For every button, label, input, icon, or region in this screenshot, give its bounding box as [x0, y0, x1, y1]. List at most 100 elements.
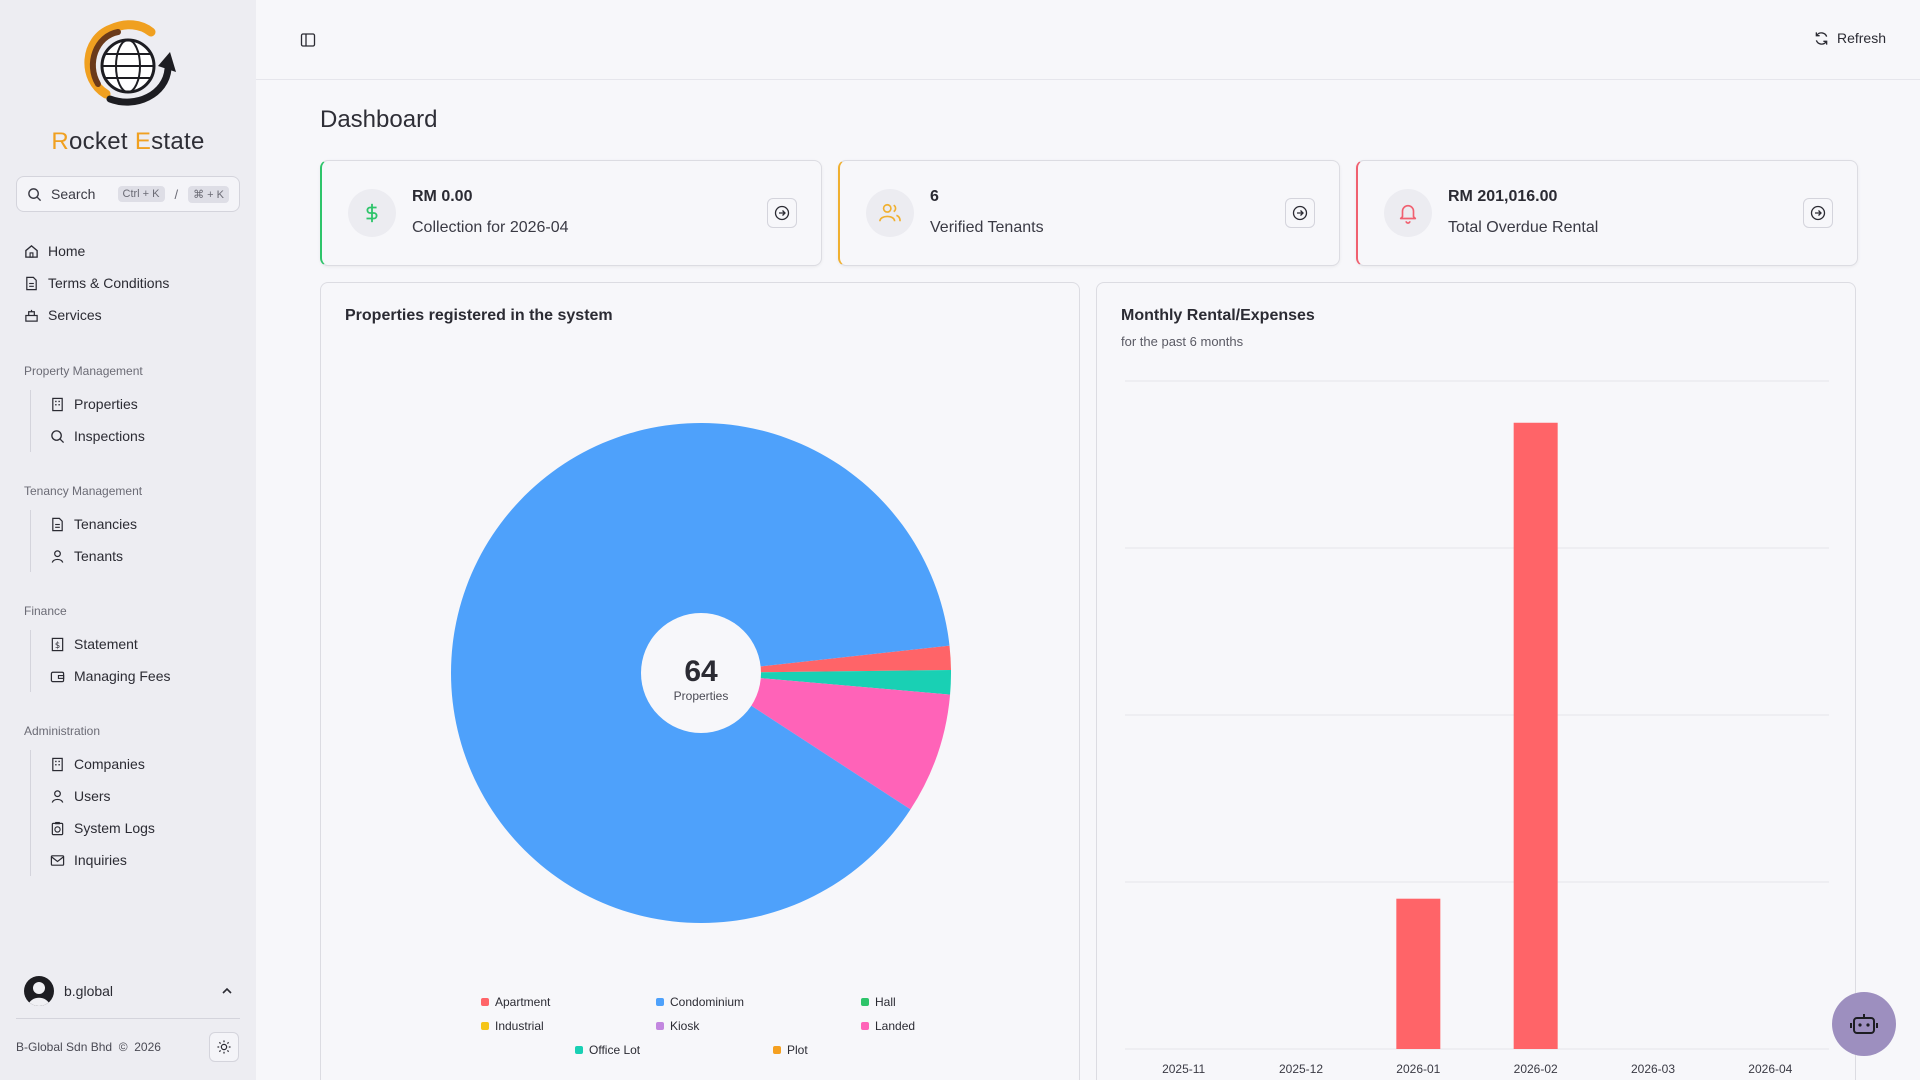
collection-open-button[interactable]: [767, 198, 797, 228]
theme-toggle-button[interactable]: [209, 1032, 239, 1062]
legend-item-landed[interactable]: Landed: [861, 1019, 915, 1033]
legend-swatch: [481, 998, 489, 1006]
refresh-label: Refresh: [1836, 30, 1886, 46]
arrow-right-circle-icon: [1810, 205, 1826, 221]
home-icon: [25, 244, 38, 258]
nav-properties[interactable]: Properties: [50, 393, 138, 415]
stat-card-overdue: RM 201,016.00 Total Overdue Rental: [1356, 160, 1858, 266]
document-icon: [52, 517, 63, 531]
users-icon: [879, 203, 901, 222]
overdue-value: RM 201,016.00: [1448, 188, 1558, 205]
overdue-label: Total Overdue Rental: [1448, 219, 1599, 236]
section-property-management: Property Management: [24, 364, 143, 378]
sidebar-divider: [16, 1018, 240, 1019]
dollar-icon: [366, 203, 378, 223]
nav-system-logs-label: System Logs: [74, 820, 155, 836]
legend-label: Apartment: [495, 995, 551, 1009]
user-menu[interactable]: b.global: [24, 976, 234, 1006]
nav-companies-label: Companies: [74, 756, 145, 772]
nav-statement-label: Statement: [74, 636, 138, 652]
nav-tenancies[interactable]: Tenancies: [50, 513, 137, 535]
nav-statement[interactable]: $ Statement: [50, 633, 138, 655]
properties-pie-chart: 64 Properties: [451, 423, 952, 923]
properties-chart-title: Properties registered in the system: [345, 307, 613, 324]
rental-chart-panel: Monthly Rental/Expenses for the past 6 m…: [1096, 282, 1856, 1080]
rocket-estate-logo[interactable]: [76, 14, 180, 114]
document-icon: [26, 276, 37, 290]
nav-terms-conditions[interactable]: Terms & Conditions: [24, 272, 169, 294]
legend-item-plot[interactable]: Plot: [773, 1043, 808, 1057]
x-tick-label: 2026-01: [1396, 1062, 1440, 1076]
arrow-right-circle-icon: [774, 205, 790, 221]
pie-center-label: Properties: [674, 689, 729, 703]
stat-card-tenants: 6 Verified Tenants: [838, 160, 1340, 266]
stat-card-collection: RM 0.00 Collection for 2026-04: [320, 160, 822, 266]
card-icon-wrap: [866, 189, 914, 237]
legend-item-apartment[interactable]: Apartment: [481, 995, 550, 1009]
services-icon: [25, 309, 38, 322]
bot-icon: [1850, 1014, 1878, 1034]
nav-users[interactable]: Users: [50, 785, 111, 807]
pie-slice-apartment[interactable]: [701, 645, 951, 673]
shortcut-separator: /: [174, 186, 179, 202]
chevron-up-icon: [222, 987, 232, 994]
overdue-open-button[interactable]: [1803, 198, 1833, 228]
x-tick-label: 2025-12: [1279, 1062, 1323, 1076]
chatbot-button[interactable]: [1832, 992, 1896, 1056]
nav-inquiries-label: Inquiries: [74, 852, 127, 868]
legend-label: Plot: [787, 1043, 808, 1057]
legend-swatch: [861, 1022, 869, 1030]
building-icon: [52, 397, 63, 411]
nav-terms-label: Terms & Conditions: [48, 275, 170, 291]
bar-2026-01[interactable]: [1396, 898, 1441, 1049]
search-icon: [28, 187, 42, 201]
pie-center-value: 64: [684, 655, 718, 688]
rental-bar-chart: 2025-11 2025-12 2026-01 2026-02 2026-03 2026-…: [1125, 380, 1829, 1076]
nav-tenants[interactable]: Tenants: [50, 545, 123, 567]
user-icon: [51, 549, 64, 563]
legend-item-hall[interactable]: Hall: [861, 995, 896, 1009]
nav-services[interactable]: Services: [24, 304, 102, 326]
building-icon: [52, 757, 63, 771]
sidebar-toggle-icon[interactable]: [300, 32, 316, 48]
legend-label: Landed: [875, 1019, 916, 1033]
legend-item-office-lot[interactable]: Office Lot: [575, 1043, 640, 1057]
page-title: Dashboard: [320, 106, 438, 133]
legend-label: Hall: [875, 995, 896, 1009]
nav-users-label: Users: [74, 788, 111, 804]
search-label: Search: [51, 186, 96, 202]
mail-icon: [50, 854, 65, 866]
nav-companies[interactable]: Companies: [50, 753, 145, 775]
tenants-open-button[interactable]: [1285, 198, 1315, 228]
legend-swatch: [575, 1046, 583, 1054]
x-tick-label: 2026-03: [1631, 1062, 1675, 1076]
bar-2026-02[interactable]: [1513, 422, 1558, 1049]
legend-label: Office Lot: [589, 1043, 641, 1057]
legend-item-industrial[interactable]: Industrial: [481, 1019, 544, 1033]
logs-icon: [51, 821, 64, 835]
brand-name: Rocket Estate: [51, 128, 205, 155]
collection-label: Collection for 2026-04: [412, 219, 569, 236]
pie-slice-office-lot[interactable]: [701, 670, 952, 695]
pie-slice-landed[interactable]: [701, 673, 951, 810]
legend-label: Kiosk: [670, 1019, 700, 1033]
section-tenancy-management: Tenancy Management: [24, 484, 143, 498]
search-button[interactable]: Search Ctrl + K / ⌘ + K: [16, 176, 240, 212]
card-icon-wrap: [348, 189, 396, 237]
refresh-button[interactable]: Refresh: [1814, 30, 1886, 46]
nav-home[interactable]: Home: [24, 240, 85, 262]
rental-chart-title: Monthly Rental/Expenses: [1121, 307, 1315, 324]
nav-properties-label: Properties: [74, 396, 138, 412]
nav-tenancies-label: Tenancies: [74, 516, 138, 532]
tenants-value: 6: [930, 188, 939, 205]
nav-inquiries[interactable]: Inquiries: [50, 849, 127, 871]
shortcut-ctrl-k: Ctrl + K: [117, 186, 165, 202]
nav-inspections[interactable]: Inspections: [50, 425, 145, 447]
legend-item-condominium[interactable]: Condominium: [656, 995, 744, 1009]
rental-chart-subtitle: for the past 6 months: [1121, 334, 1244, 349]
legend-item-kiosk[interactable]: Kiosk: [656, 1019, 699, 1033]
nav-system-logs[interactable]: System Logs: [50, 817, 155, 839]
tenants-label: Verified Tenants: [930, 219, 1044, 236]
properties-chart-panel: Properties registered in the system 64 P…: [320, 282, 1080, 1080]
nav-managing-fees[interactable]: Managing Fees: [50, 665, 171, 687]
